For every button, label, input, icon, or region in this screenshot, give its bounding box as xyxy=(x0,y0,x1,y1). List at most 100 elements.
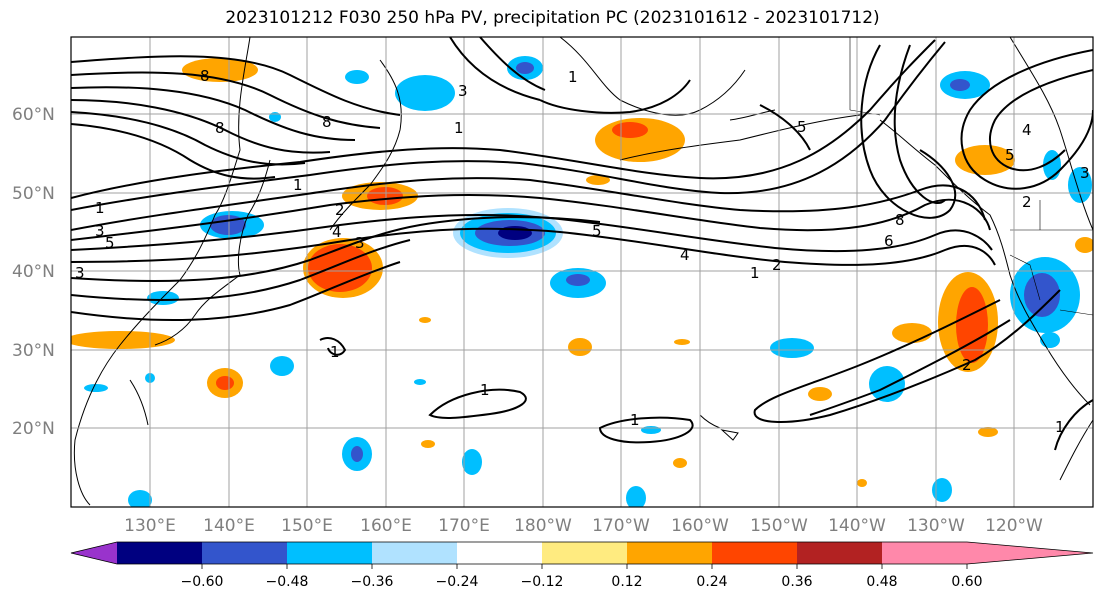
precip-area xyxy=(978,427,998,437)
precip-area xyxy=(673,458,687,468)
precip-area xyxy=(674,339,690,345)
contour-label: 4 xyxy=(332,223,342,241)
precip-area xyxy=(351,446,363,462)
longitude-axis: 130°E 140°E 150°E 160°E 170°E 180°W 170°… xyxy=(124,516,1043,536)
precip-area xyxy=(892,323,932,343)
precip-area xyxy=(128,490,152,507)
colorbar-outline xyxy=(70,541,1094,565)
lon-label: 160°E xyxy=(360,516,412,536)
colorbar-segment xyxy=(117,542,202,564)
precip-area xyxy=(1024,273,1060,317)
precip-area xyxy=(308,244,372,292)
precip-area xyxy=(857,479,867,487)
precip-area xyxy=(367,187,403,205)
colorbar-tick-label: 0.12 xyxy=(611,574,642,590)
contour-label: 1 xyxy=(480,381,490,399)
lat-label: 40°N xyxy=(12,262,55,282)
lon-label: 150°E xyxy=(281,516,333,536)
contour-label: 1 xyxy=(630,411,640,429)
contour-label: 2 xyxy=(962,356,972,374)
contour-label: 3 xyxy=(95,222,105,240)
colorbar-tick-label: −0.24 xyxy=(436,574,479,590)
precip-area xyxy=(808,387,832,401)
colorbar-tick-label: −0.60 xyxy=(181,574,224,590)
lon-label: 130°E xyxy=(124,516,176,536)
contour-label: 2 xyxy=(772,256,782,274)
colorbar-tick-label: −0.12 xyxy=(521,574,564,590)
colorbar-tick-label: 0.36 xyxy=(781,574,812,590)
precip-area xyxy=(462,449,482,475)
contour-label: 3 xyxy=(458,82,468,100)
colorbar-segment xyxy=(712,542,797,564)
contour-label: 1 xyxy=(454,119,464,137)
precip-area xyxy=(932,478,952,502)
colorbar-tick-label: −0.48 xyxy=(266,574,309,590)
pv-contours xyxy=(71,37,1093,451)
lon-label: 150°W xyxy=(750,516,808,536)
lon-label: 170°W xyxy=(592,516,650,536)
precip-area xyxy=(612,122,648,138)
colorbar-tick-label: 0.60 xyxy=(951,574,982,590)
precip-area xyxy=(1075,237,1093,253)
contour-label: 6 xyxy=(884,232,894,250)
contour-label: 1 xyxy=(1055,418,1065,436)
contour-label: 1 xyxy=(330,343,340,361)
precip-area xyxy=(568,338,592,356)
lon-label: 160°W xyxy=(671,516,729,536)
colorbar: −0.60 −0.48 −0.36 −0.24 −0.12 0.12 0.24 … xyxy=(70,541,1094,590)
contour-label: 1 xyxy=(293,176,303,194)
colorbar-tick-label: 0.24 xyxy=(696,574,727,590)
gridlines xyxy=(71,37,1093,507)
precip-area xyxy=(270,356,294,376)
colorbar-segment xyxy=(797,542,882,564)
precip-area xyxy=(950,79,970,91)
contour-label: 3 xyxy=(1080,164,1090,182)
contour-label: 1 xyxy=(750,264,760,282)
lon-label: 130°W xyxy=(907,516,965,536)
lat-label: 30°N xyxy=(12,341,55,361)
colorbar-segment xyxy=(882,542,967,564)
precip-area xyxy=(641,426,661,434)
precip-area xyxy=(216,376,234,390)
colorbar-segment xyxy=(542,542,627,564)
contour-label: 1 xyxy=(568,68,578,86)
contour-label: 8 xyxy=(200,67,210,85)
map-title: 2023101212 F030 250 hPa PV, precipitatio… xyxy=(225,8,880,28)
contour-label: 4 xyxy=(680,246,690,264)
precip-area xyxy=(419,317,431,323)
precip-area xyxy=(71,331,175,349)
contour-label: 8 xyxy=(895,211,905,229)
precip-area xyxy=(421,440,435,448)
precip-area xyxy=(147,291,179,305)
contour-label: 5 xyxy=(797,118,807,136)
colorbar-segment xyxy=(967,542,1093,564)
contour-label: 5 xyxy=(105,234,115,252)
lon-label: 170°E xyxy=(438,516,490,536)
colorbar-tick-label: 0.48 xyxy=(866,574,897,590)
map-frame xyxy=(70,36,1094,508)
contour-label: 5 xyxy=(1005,146,1015,164)
coastlines xyxy=(73,37,1093,506)
lat-label: 60°N xyxy=(12,105,55,125)
contour-label: 8 xyxy=(215,119,225,137)
latitude-axis: 60°N 50°N 40°N 30°N 20°N xyxy=(12,105,55,439)
contour-label: 3 xyxy=(355,234,365,252)
colorbar-segment xyxy=(287,542,372,564)
precip-area xyxy=(84,384,108,392)
colorbar-segment xyxy=(202,542,287,564)
colorbar-tick-label: −0.36 xyxy=(351,574,394,590)
precip-area xyxy=(1040,332,1060,348)
precip-area xyxy=(395,75,455,111)
country-borders xyxy=(849,37,1093,316)
contour-label: 5 xyxy=(592,222,602,240)
colorbar-ticks xyxy=(201,564,968,569)
precip-area xyxy=(770,338,814,358)
contour-label: 3 xyxy=(75,264,85,282)
precip-area xyxy=(345,70,369,84)
precip-area xyxy=(626,486,646,507)
colorbar-segment xyxy=(457,542,542,564)
lon-label: 140°W xyxy=(828,516,886,536)
colorbar-segment xyxy=(372,542,457,564)
lon-label: 120°W xyxy=(985,516,1043,536)
lat-label: 20°N xyxy=(12,419,55,439)
